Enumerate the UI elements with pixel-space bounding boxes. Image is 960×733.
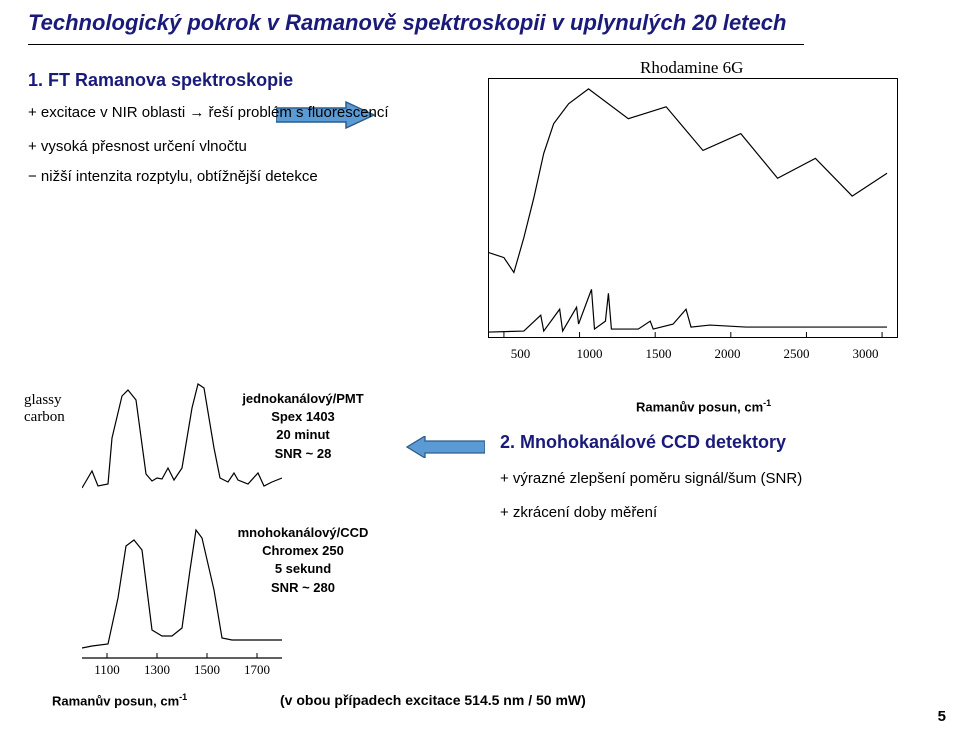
- section1-heading: 1. FT Ramanova spektroskopie: [28, 70, 293, 91]
- rhodamine-title: Rhodamine 6G: [640, 58, 743, 78]
- rhodamine-xticks: 50010001500200025003000: [486, 346, 900, 362]
- bullet-3: − nižší intenzita rozptylu, obtížnější d…: [28, 168, 318, 185]
- bullet-2: + vysoká přesnost určení vlnočtu: [28, 138, 247, 155]
- page-title: Technologický pokrok v Ramanově spektros…: [28, 10, 786, 36]
- annotation-ccd: mnohokanálový/CCD Chromex 250 5 sekund S…: [218, 524, 388, 597]
- rhodamine-xlabel: Ramanův posun, cm-1: [636, 398, 771, 414]
- glassy-xticks: 1100130015001700: [82, 662, 282, 678]
- title-rule: [28, 44, 804, 45]
- bottom-note: (v obou případech excitace 514.5 nm / 50…: [280, 692, 586, 708]
- arrow-left-icon: [405, 436, 485, 463]
- bullet-5: + zkrácení doby měření: [500, 504, 657, 521]
- page-number: 5: [938, 708, 946, 725]
- section2-heading: 2. Mnohokanálové CCD detektory: [500, 432, 786, 453]
- bullet-1: + excitace v NIR oblasti → řeší problém …: [28, 104, 389, 121]
- bullet-4: + výrazné zlepšení poměru signál/šum (SN…: [500, 470, 802, 487]
- annotation-pmt: jednokanálový/PMT Spex 1403 20 minut SNR…: [218, 390, 388, 463]
- glassy-carbon-label: glassy carbon: [24, 392, 65, 425]
- glassy-xlabel: Ramanův posun, cm-1: [52, 692, 187, 708]
- rhodamine-chart: [488, 78, 898, 338]
